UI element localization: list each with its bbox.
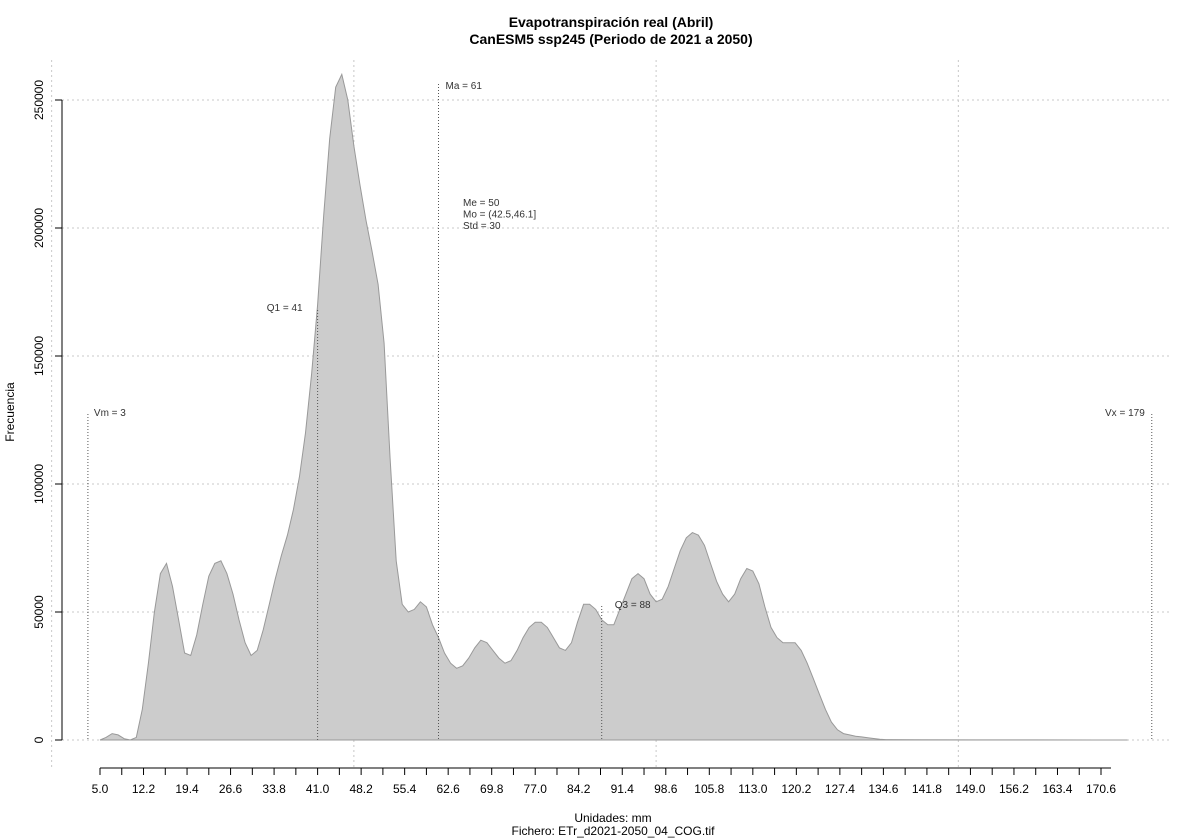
- file-footer: Fichero: ETr_d2021-2050_04_COG.tif: [512, 824, 716, 838]
- x-tick-label: 77.0: [524, 782, 548, 796]
- x-tick-label: 120.2: [781, 782, 811, 796]
- stats-label-0: Me = 50: [463, 198, 500, 209]
- x-tick-label: 48.2: [349, 782, 373, 796]
- y-axis-title: Frecuencia: [3, 382, 17, 442]
- chart-title: Evapotranspiración real (Abril): [509, 14, 714, 30]
- x-tick-label: 62.6: [436, 782, 460, 796]
- density-area: [99, 72, 1128, 741]
- stats-label-1: Mo = (42.5,46.1]: [463, 210, 536, 221]
- x-tick-label: 19.4: [175, 782, 199, 796]
- y-tick-label: 50000: [32, 595, 46, 629]
- stats-label-2: Std = 30: [463, 221, 501, 232]
- ma-label: Ma = 61: [446, 81, 483, 92]
- x-tick-label: 98.6: [654, 782, 678, 796]
- y-tick-label: 200000: [32, 208, 46, 248]
- x-tick-label: 141.8: [912, 782, 942, 796]
- x-tick-label: 105.8: [694, 782, 724, 796]
- y-tick-label: 150000: [32, 336, 46, 376]
- x-tick-label: 91.4: [611, 782, 635, 796]
- vm-label: Vm = 3: [94, 408, 126, 419]
- x-tick-label: 127.4: [825, 782, 855, 796]
- x-tick-label: 163.4: [1042, 782, 1072, 796]
- x-tick-label: 69.8: [480, 782, 504, 796]
- y-tick-label: 100000: [32, 464, 46, 504]
- x-tick-label: 33.8: [262, 782, 286, 796]
- x-tick-label: 41.0: [306, 782, 330, 796]
- vx-label: Vx = 179: [1105, 408, 1145, 419]
- x-tick-label: 113.0: [738, 782, 767, 796]
- y-axis: 0 50000 100000 150000 200000 250000: [32, 80, 63, 743]
- x-tick-label: 5.0: [92, 782, 109, 796]
- y-tick-label: 250000: [32, 80, 46, 120]
- x-tick-label: 55.4: [393, 782, 417, 796]
- x-axis-title: Unidades: mm: [574, 811, 651, 825]
- chart-subtitle: CanESM5 ssp245 (Periodo de 2021 a 2050): [469, 31, 752, 47]
- x-tick-label: 170.6: [1086, 782, 1116, 796]
- q3-label: Q3 = 88: [615, 600, 651, 611]
- x-tick-label: 134.6: [868, 782, 898, 796]
- annotation-layer: Vm = 3 Vx = 179 Q1 = 41 Ma = 61 Q3 = 88 Me = …: [87, 81, 1153, 740]
- x-tick-label: 156.2: [999, 782, 1029, 796]
- x-tick-label: 26.6: [219, 782, 243, 796]
- q1-label: Q1 = 41: [267, 303, 303, 314]
- x-tick-label: 12.2: [132, 782, 156, 796]
- x-tick-label: 84.2: [567, 782, 591, 796]
- y-tick-label: 0: [32, 736, 46, 743]
- x-axis: 5.0 12.2 19.4 26.6 33.8 41.0 48.2 55.4 62.6 69.8 7…: [92, 767, 1116, 796]
- x-tick-label: 149.0: [955, 782, 985, 796]
